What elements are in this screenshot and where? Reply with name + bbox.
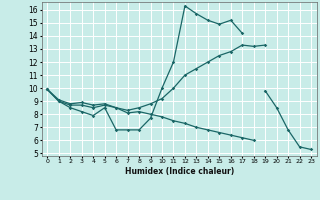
X-axis label: Humidex (Indice chaleur): Humidex (Indice chaleur) (124, 167, 234, 176)
